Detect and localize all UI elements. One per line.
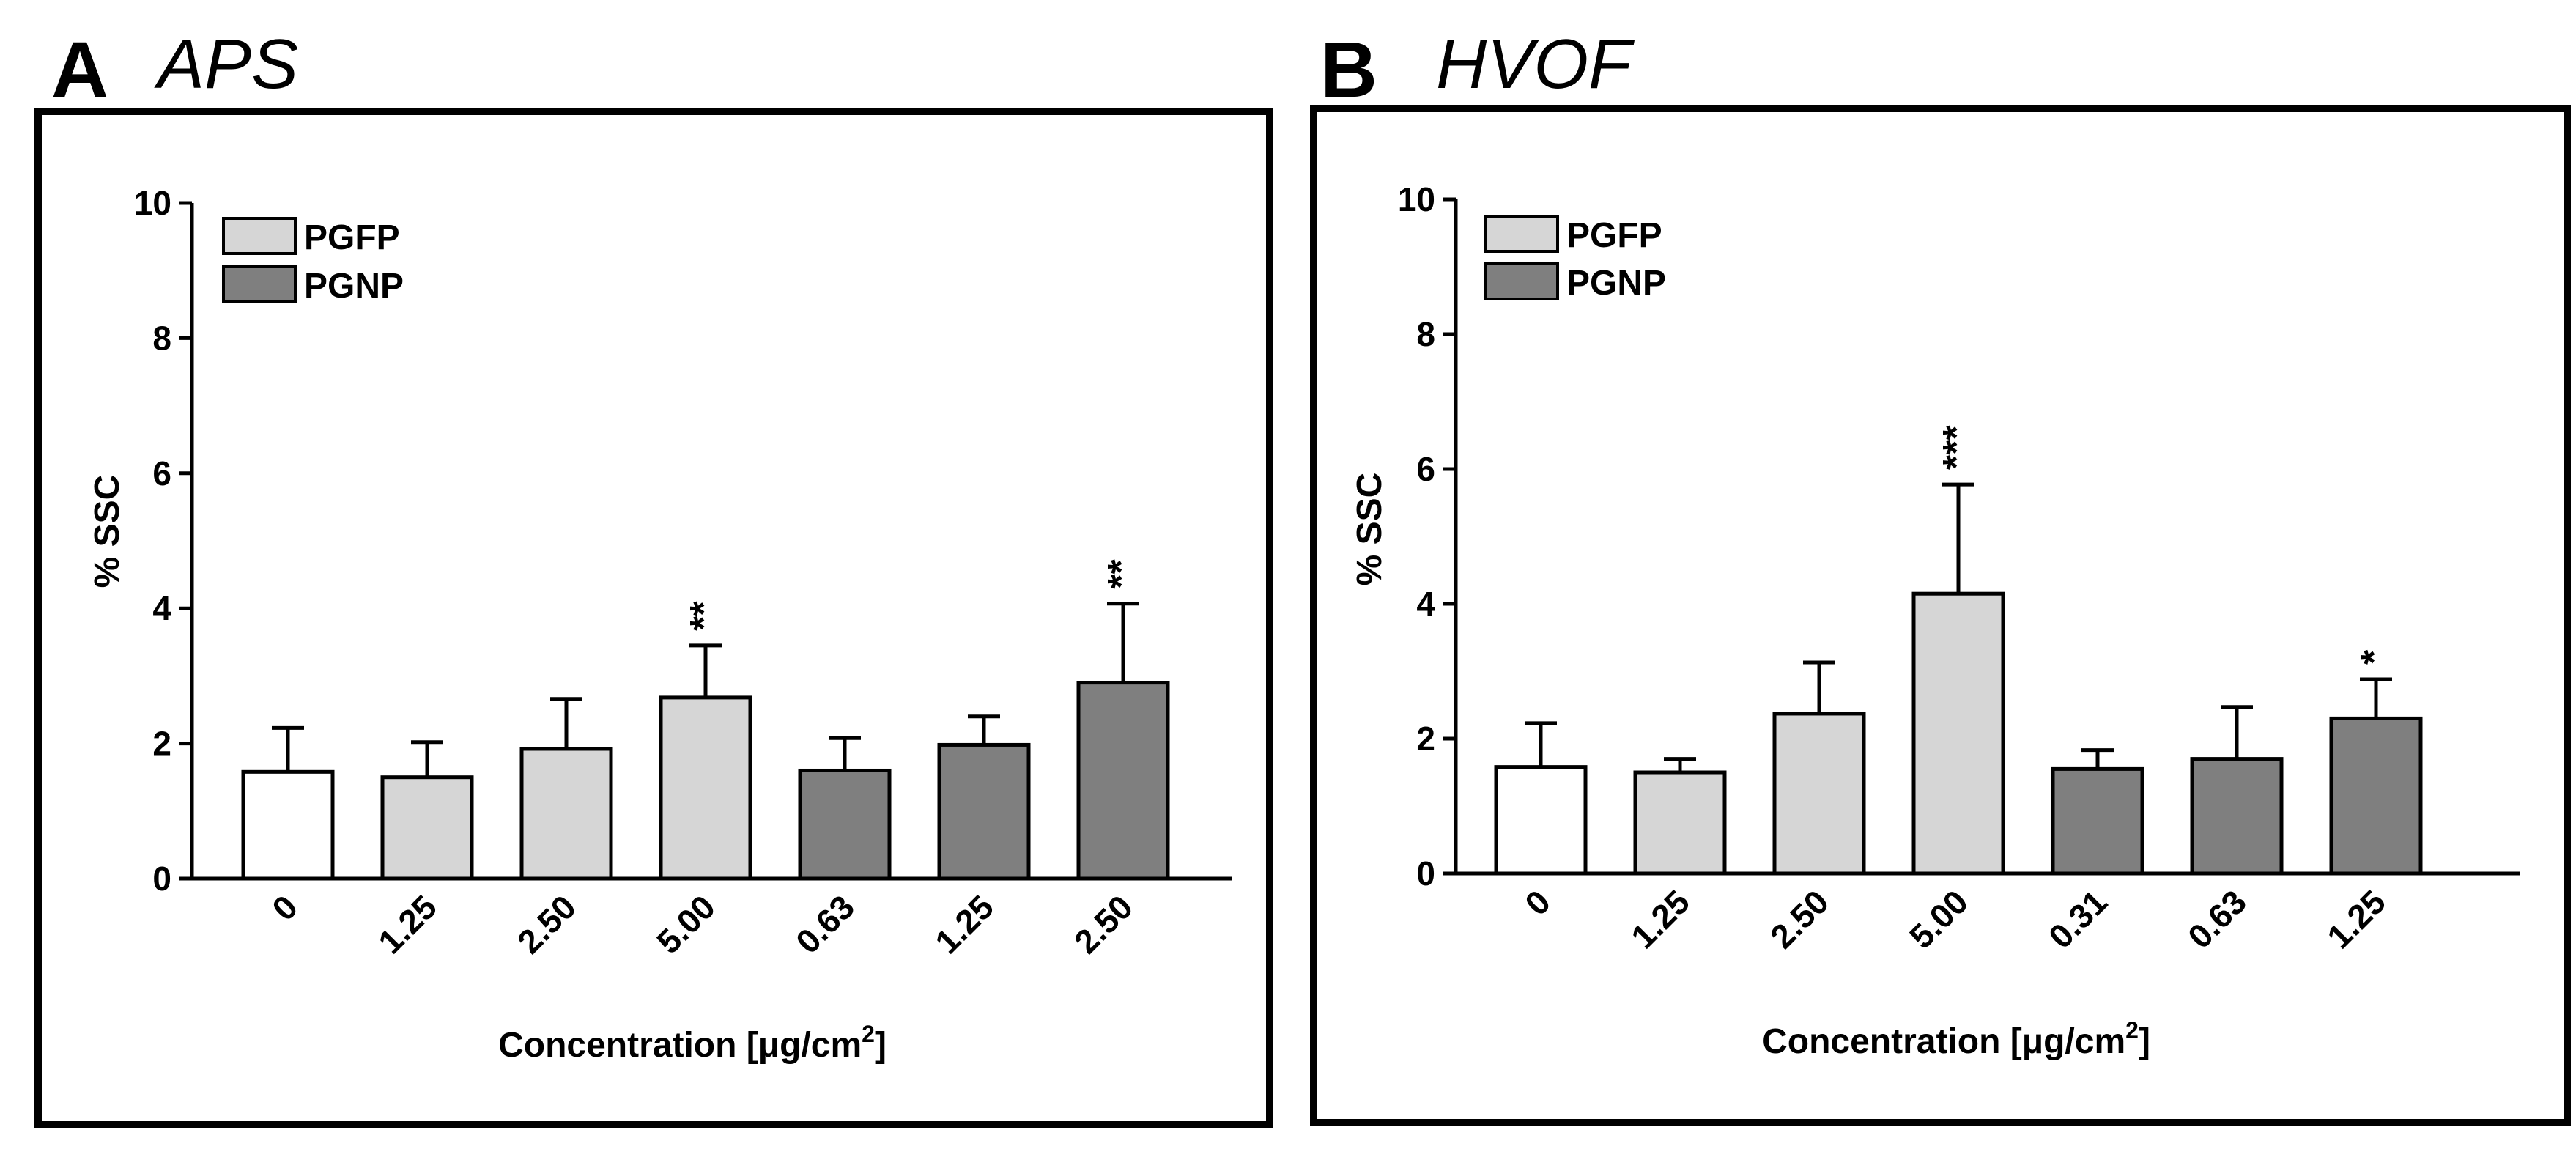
bar-pgnp bbox=[2329, 716, 2423, 876]
y-tick-label: 4 bbox=[152, 589, 171, 627]
y-tick-label: 8 bbox=[1416, 315, 1435, 353]
y-axis-title: % SSC bbox=[1350, 473, 1389, 586]
legend-label-pgfp: PGFP bbox=[304, 218, 400, 257]
bar-pgfp bbox=[519, 747, 613, 881]
bar-control bbox=[241, 769, 335, 881]
y-tick-label: 10 bbox=[1398, 180, 1435, 218]
x-tick-label: 1.25 bbox=[2320, 882, 2393, 956]
x-axis-title: Concentration [μg/cm2] bbox=[1762, 1017, 2150, 1061]
y-tick-label: 6 bbox=[152, 454, 171, 492]
x-tick-label: 1.25 bbox=[371, 887, 444, 961]
x-tick-label: 0.63 bbox=[788, 887, 862, 961]
x-axis-title: Concentration [μg/cm2] bbox=[498, 1021, 887, 1065]
x-tick-label: 2.50 bbox=[1067, 887, 1140, 961]
significance-marker: ** bbox=[1100, 559, 1143, 589]
panel-letter: B bbox=[1320, 25, 1377, 114]
y-tick-label: 6 bbox=[1416, 450, 1435, 488]
y-tick-label: 8 bbox=[152, 319, 171, 357]
bar-control bbox=[1494, 765, 1588, 876]
bar-pgfp bbox=[380, 775, 474, 881]
y-tick-label: 0 bbox=[152, 860, 171, 898]
x-tick-label: 2.50 bbox=[1763, 882, 1836, 956]
x-tick-label: 5.00 bbox=[1902, 882, 1975, 956]
y-tick-label: 4 bbox=[1416, 585, 1435, 623]
x-tick-label: 0.31 bbox=[2041, 882, 2114, 956]
bar-pgnp bbox=[937, 742, 1031, 881]
bar-pgnp bbox=[2190, 757, 2284, 876]
legend-swatch-pgnp bbox=[1484, 262, 1559, 300]
y-tick-label: 0 bbox=[1416, 854, 1435, 893]
significance-marker: ** bbox=[683, 601, 725, 631]
legend-swatch-pgfp bbox=[222, 217, 297, 255]
y-tick-label: 2 bbox=[152, 725, 171, 763]
bar-pgnp bbox=[798, 768, 892, 881]
panel-frame bbox=[1310, 105, 2571, 1126]
y-tick-label: 2 bbox=[1416, 720, 1435, 758]
significance-marker: *** bbox=[1936, 425, 1978, 470]
legend-label-pgnp: PGNP bbox=[304, 267, 404, 306]
plot-area: 0 2 4 6 8 10 0 1.25 2.50 ** 5.00 0.63 1.25 ** 2.50 bbox=[134, 184, 1232, 961]
legend-swatch-pgnp bbox=[222, 265, 297, 303]
legend-label-pgfp: PGFP bbox=[1566, 216, 1662, 255]
bar-pgfp bbox=[1633, 770, 1727, 876]
panel-b: B HVOF % SSC Concentration [μg/cm2] PGFP… bbox=[1310, 25, 2571, 1126]
x-tick-label: 1.25 bbox=[928, 887, 1001, 961]
bar-pgnp bbox=[1076, 681, 1170, 881]
x-tick-label: 1.25 bbox=[1624, 882, 1697, 956]
significance-marker: * bbox=[2353, 649, 2396, 665]
y-tick-label: 10 bbox=[134, 184, 171, 222]
panel-title: APS bbox=[154, 25, 298, 103]
x-tick-label: 0 bbox=[264, 887, 305, 928]
bar-pgnp bbox=[2051, 766, 2144, 876]
panel-title: HVOF bbox=[1436, 25, 1635, 103]
x-tick-label: 0 bbox=[1517, 882, 1558, 923]
bar-pgfp bbox=[1772, 712, 1866, 876]
x-tick-label: 2.50 bbox=[510, 887, 583, 961]
y-axis-title: % SSC bbox=[88, 475, 127, 588]
x-tick-label: 5.00 bbox=[649, 887, 722, 961]
bar-pgfp bbox=[1911, 591, 2005, 876]
legend-swatch-pgfp bbox=[1484, 215, 1559, 253]
x-tick-label: 0.63 bbox=[2180, 882, 2254, 956]
panel-letter: A bbox=[51, 25, 108, 114]
panel-frame bbox=[34, 108, 1273, 1128]
panel-a: A APS % SSC Concentration [μg/cm2] PGFP … bbox=[34, 25, 1273, 1128]
legend-label-pgnp: PGNP bbox=[1566, 264, 1666, 303]
bar-pgfp bbox=[659, 695, 752, 881]
